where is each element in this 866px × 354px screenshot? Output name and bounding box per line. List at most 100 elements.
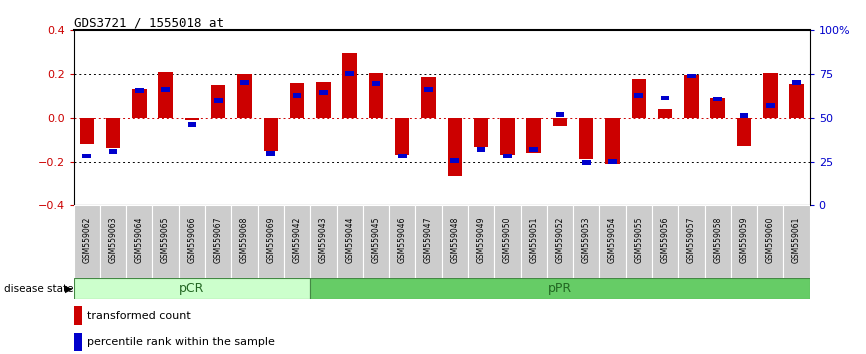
Bar xyxy=(214,98,223,103)
Bar xyxy=(529,147,538,152)
Text: pCR: pCR xyxy=(179,282,204,295)
Bar xyxy=(625,205,652,278)
Bar xyxy=(346,72,354,76)
Text: GSM559045: GSM559045 xyxy=(372,217,380,263)
Bar xyxy=(319,90,327,95)
Text: GSM559069: GSM559069 xyxy=(266,217,275,263)
Text: GSM559059: GSM559059 xyxy=(740,217,748,263)
Text: GSM559053: GSM559053 xyxy=(582,217,591,263)
Bar xyxy=(477,147,486,152)
Bar xyxy=(106,118,120,148)
Bar xyxy=(161,87,170,92)
Bar xyxy=(184,118,199,120)
Bar xyxy=(448,118,462,176)
Text: GSM559062: GSM559062 xyxy=(82,217,91,263)
Bar xyxy=(211,85,225,118)
Bar xyxy=(126,205,152,278)
Bar xyxy=(74,205,100,278)
Bar xyxy=(74,333,82,351)
Text: GSM559067: GSM559067 xyxy=(214,217,223,263)
Bar xyxy=(424,87,433,92)
Bar xyxy=(421,77,436,118)
Bar xyxy=(553,118,567,126)
Bar xyxy=(710,98,725,118)
Text: GSM559049: GSM559049 xyxy=(476,217,486,263)
Text: GSM559042: GSM559042 xyxy=(293,217,301,263)
Bar xyxy=(205,205,231,278)
Bar xyxy=(158,72,173,118)
Bar xyxy=(684,75,699,118)
Bar xyxy=(579,118,593,159)
Text: GSM559056: GSM559056 xyxy=(661,217,669,263)
Text: GDS3721 / 1555018_at: GDS3721 / 1555018_at xyxy=(74,16,223,29)
Text: GSM559055: GSM559055 xyxy=(634,217,643,263)
Bar xyxy=(687,74,695,79)
Text: percentile rank within the sample: percentile rank within the sample xyxy=(87,337,275,347)
Bar xyxy=(631,79,646,118)
Bar xyxy=(178,205,205,278)
Bar xyxy=(397,154,406,159)
Text: GSM559060: GSM559060 xyxy=(766,217,775,263)
Bar xyxy=(635,93,643,98)
Bar xyxy=(395,118,410,155)
Text: GSM559064: GSM559064 xyxy=(135,217,144,263)
Bar xyxy=(290,82,304,118)
Bar xyxy=(599,205,625,278)
Bar xyxy=(74,306,82,325)
Bar xyxy=(132,89,146,118)
Bar xyxy=(135,88,144,93)
Bar xyxy=(763,73,778,118)
Bar xyxy=(757,205,784,278)
Bar xyxy=(494,205,520,278)
Bar xyxy=(474,118,488,147)
Bar xyxy=(231,205,258,278)
Bar xyxy=(316,81,331,118)
Bar xyxy=(658,109,672,118)
Text: transformed count: transformed count xyxy=(87,311,191,321)
Bar xyxy=(784,205,810,278)
Bar xyxy=(372,81,380,86)
Bar xyxy=(582,160,591,165)
Text: GSM559050: GSM559050 xyxy=(503,217,512,263)
Bar xyxy=(652,205,678,278)
Bar xyxy=(766,103,774,108)
Bar xyxy=(258,205,284,278)
Text: GSM559058: GSM559058 xyxy=(714,217,722,263)
Bar xyxy=(188,122,197,127)
Bar xyxy=(714,97,722,102)
Text: disease state: disease state xyxy=(4,284,74,293)
Bar xyxy=(109,149,118,154)
Bar xyxy=(74,278,310,299)
Bar xyxy=(792,80,801,85)
Bar xyxy=(363,205,389,278)
Bar xyxy=(740,113,748,118)
Text: GSM559057: GSM559057 xyxy=(687,217,696,263)
Bar xyxy=(678,205,705,278)
Bar xyxy=(416,205,442,278)
Bar xyxy=(468,205,494,278)
Bar xyxy=(503,154,512,159)
Text: GSM559063: GSM559063 xyxy=(108,217,118,263)
Text: pPR: pPR xyxy=(548,282,572,295)
Bar xyxy=(337,205,363,278)
Bar xyxy=(267,152,275,156)
Bar xyxy=(608,159,617,164)
Text: ▶: ▶ xyxy=(65,284,73,293)
Bar xyxy=(737,118,751,146)
Text: GSM559068: GSM559068 xyxy=(240,217,249,263)
Bar xyxy=(556,112,565,117)
Bar xyxy=(573,205,599,278)
Bar xyxy=(731,205,757,278)
Bar xyxy=(263,118,278,150)
Bar xyxy=(527,118,541,153)
Text: GSM559048: GSM559048 xyxy=(450,217,459,263)
Text: GSM559047: GSM559047 xyxy=(424,217,433,263)
Bar xyxy=(546,205,573,278)
Text: GSM559066: GSM559066 xyxy=(187,217,197,263)
Bar xyxy=(442,205,468,278)
Bar xyxy=(152,205,178,278)
Text: GSM559061: GSM559061 xyxy=(792,217,801,263)
Bar xyxy=(310,205,337,278)
Bar xyxy=(605,118,620,164)
Text: GSM559054: GSM559054 xyxy=(608,217,617,263)
